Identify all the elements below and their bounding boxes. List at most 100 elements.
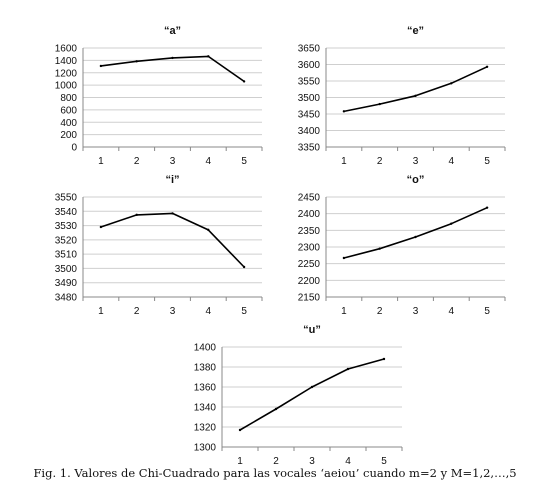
data-point (414, 94, 417, 98)
data-point (414, 235, 417, 239)
chart-title: “u” (303, 324, 321, 336)
data-point (382, 357, 386, 361)
series-line (343, 206, 488, 259)
data-point (342, 110, 346, 113)
chart-e: “e” 3350 3400 3450 3500 3550 3600 3650 1 2 3 4 5 (298, 25, 506, 167)
y-tick-label: 3450 (298, 110, 321, 121)
y-tick-label: 3350 (298, 143, 321, 154)
y-tick-label: 3650 (298, 44, 321, 55)
y-tick-label: 1400 (194, 343, 217, 354)
x-tick-label: 4 (206, 156, 212, 167)
data-point (485, 65, 489, 69)
data-point (310, 385, 314, 389)
y-tick-label: 0 (71, 143, 77, 154)
data-point (485, 206, 489, 209)
data-point (242, 265, 246, 269)
data-point (99, 64, 103, 68)
data-point (274, 407, 278, 411)
y-tick-label: 800 (60, 93, 77, 104)
x-tick-label: 4 (449, 156, 455, 167)
x-tick-label: 2 (377, 306, 383, 317)
y-tick-label: 3550 (55, 193, 78, 204)
chart-i: “i” 3480 3490 3500 3510 3520 3530 3540 3550 1 2 3 4 5 (55, 174, 263, 317)
data-point (450, 222, 453, 225)
chart-title: “o” (407, 174, 425, 186)
y-tick-label: 2300 (298, 243, 321, 254)
y-tick-label: 3400 (298, 126, 321, 137)
x-tick-label: 3 (170, 156, 176, 167)
x-tick-label: 1 (98, 306, 104, 317)
y-tick-label: 1320 (194, 423, 217, 434)
y-tick-label: 200 (60, 130, 77, 141)
data-point (450, 82, 453, 85)
y-tick-label: 3550 (298, 77, 321, 88)
series-line (239, 358, 385, 431)
x-tick-label: 2 (273, 456, 279, 467)
data-point (207, 228, 210, 232)
x-tick-label: 5 (241, 156, 247, 167)
y-tick-label: 1400 (55, 56, 78, 67)
data-point (238, 428, 242, 432)
y-tick-label: 400 (60, 118, 77, 129)
y-tick-label: 1380 (194, 363, 217, 374)
y-tick-label: 3480 (55, 293, 78, 304)
chart-title: “i” (165, 174, 179, 186)
x-tick-label: 2 (377, 156, 383, 167)
data-point (135, 60, 138, 63)
data-point (378, 247, 381, 250)
data-point (99, 225, 103, 229)
x-tick-label: 5 (241, 306, 247, 317)
x-tick-label: 1 (237, 456, 243, 467)
x-tick-label: 1 (341, 306, 347, 317)
y-tick-label: 1300 (194, 443, 217, 454)
x-tick-label: 1 (98, 156, 104, 167)
y-tick-label: 3530 (55, 221, 78, 232)
y-tick-label: 1360 (194, 383, 217, 394)
chart-o: “o” 2150 2200 2250 2300 2350 2400 2450 1 2 3 4 5 (298, 174, 506, 317)
data-point (342, 256, 346, 260)
x-tick-label: 3 (170, 306, 176, 317)
series-line (343, 66, 488, 113)
y-tick-label: 2350 (298, 226, 321, 237)
x-tick-label: 1 (341, 156, 347, 167)
x-tick-label: 4 (345, 456, 351, 467)
y-tick-label: 600 (60, 105, 77, 116)
figure-caption: Fig. 1. Valores de Chi-Cuadrado para las… (33, 466, 517, 480)
x-tick-label: 2 (134, 156, 140, 167)
y-tick-label: 3490 (55, 278, 78, 289)
x-tick-label: 3 (413, 306, 419, 317)
data-point (242, 80, 246, 83)
data-point (346, 367, 350, 371)
data-point (378, 102, 381, 106)
x-tick-label: 4 (206, 306, 212, 317)
x-tick-label: 4 (449, 306, 455, 317)
y-tick-label: 2200 (298, 276, 321, 287)
data-point (135, 213, 138, 217)
y-tick-label: 2450 (298, 193, 321, 204)
x-tick-label: 5 (484, 156, 490, 167)
y-tick-label: 3500 (298, 93, 321, 104)
x-tick-label: 2 (134, 306, 140, 317)
y-tick-label: 3510 (55, 250, 78, 261)
y-tick-label: 3500 (55, 264, 78, 275)
y-tick-label: 2400 (298, 209, 321, 220)
y-tick-label: 3600 (298, 60, 321, 71)
y-tick-label: 2150 (298, 293, 321, 304)
x-tick-label: 3 (309, 456, 315, 467)
data-point (207, 55, 210, 58)
y-tick-label: 1000 (55, 81, 78, 92)
data-point (171, 56, 174, 60)
y-tick-label: 1340 (194, 403, 217, 414)
chart-title: “e” (407, 25, 424, 37)
x-tick-label: 5 (484, 306, 490, 317)
y-tick-label: 1600 (55, 44, 78, 55)
chart-title: “a” (164, 25, 181, 37)
data-point (171, 212, 174, 215)
x-tick-label: 3 (413, 156, 419, 167)
y-tick-label: 2250 (298, 259, 321, 270)
y-tick-label: 3520 (55, 235, 78, 246)
x-tick-label: 5 (381, 456, 387, 467)
y-tick-label: 3540 (55, 207, 78, 218)
